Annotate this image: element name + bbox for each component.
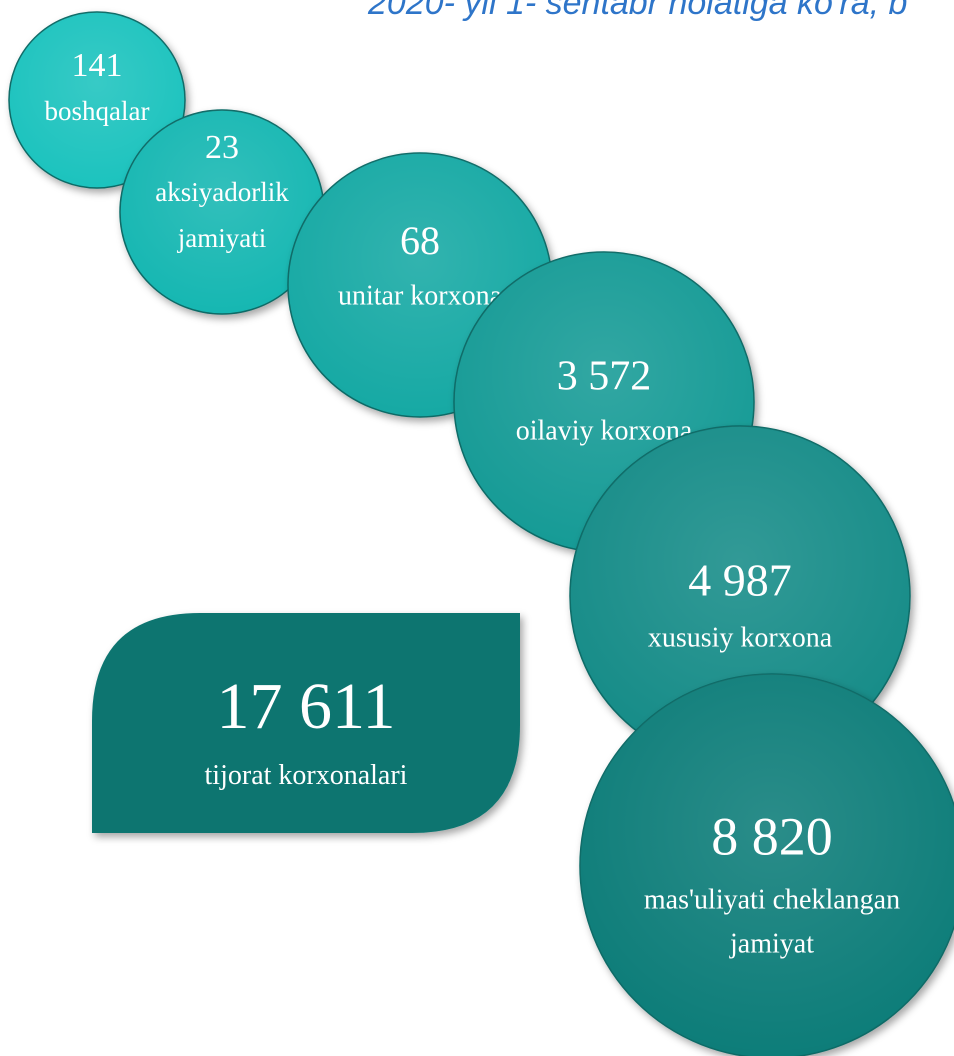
bubble-gloss <box>120 110 324 314</box>
bubble-value: 68 <box>400 218 440 263</box>
bubble-value: 8 820 <box>711 806 833 866</box>
bubble-label: xususiy korxona <box>648 622 833 653</box>
bubble-gloss <box>9 12 185 188</box>
bubble-value: 4 987 <box>688 555 792 606</box>
total-value: 17 611 <box>216 670 395 743</box>
bubble-gloss <box>580 674 954 1056</box>
total-label: tijorat korxonalari <box>205 760 408 791</box>
bubble-value: 141 <box>72 47 123 84</box>
bubble-label: mas'uliyati cheklangan <box>644 884 900 915</box>
title: 2020- yil 1- sentabr holatiga ko'ra, b <box>367 0 907 22</box>
bubble-value: 23 <box>205 129 239 166</box>
bubble-label: unitar korxona <box>338 280 503 311</box>
bubble-value: 3 572 <box>557 354 652 400</box>
bubble-label: boshqalar <box>45 96 150 126</box>
total-box <box>92 613 520 833</box>
bubble-label: jamiyati <box>177 223 266 253</box>
bubble-label: oilaviy korxona <box>516 415 693 446</box>
bubble-label: aksiyadorlik <box>155 177 289 207</box>
bubbles: 141 boshqalar 23 aksiyadorlik jamiyati 68 unit… <box>8 11 954 1056</box>
bubble-label: jamiyat <box>729 928 814 959</box>
